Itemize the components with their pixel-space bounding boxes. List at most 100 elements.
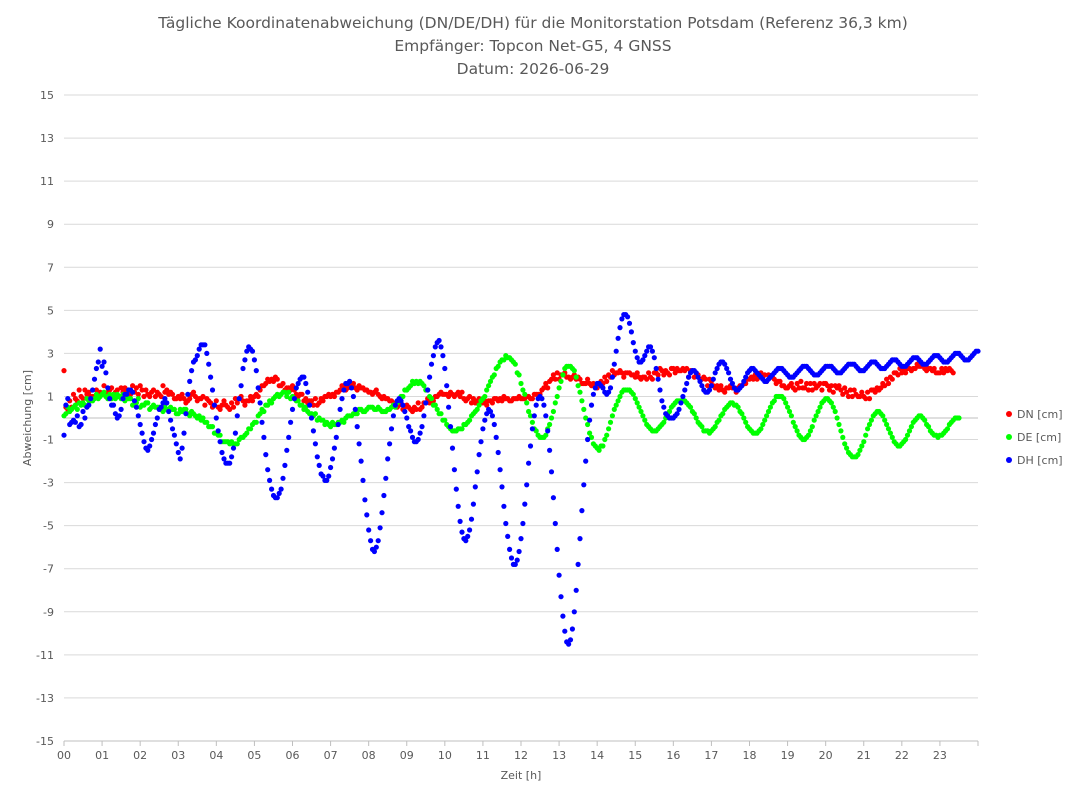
data-point bbox=[200, 415, 206, 421]
data-point bbox=[242, 402, 248, 408]
data-point bbox=[135, 391, 141, 397]
data-point bbox=[609, 413, 616, 419]
data-point bbox=[307, 402, 313, 408]
data-point bbox=[299, 402, 305, 408]
data-point bbox=[107, 396, 113, 402]
data-point bbox=[529, 426, 536, 432]
data-point bbox=[480, 426, 486, 432]
data-point bbox=[587, 430, 593, 436]
x-tick-label: 13 bbox=[552, 749, 566, 762]
data-point bbox=[647, 344, 654, 350]
data-point bbox=[543, 413, 549, 419]
data-point bbox=[74, 413, 80, 419]
data-point bbox=[632, 348, 638, 354]
data-point bbox=[585, 376, 591, 382]
data-point bbox=[634, 370, 640, 376]
data-point bbox=[280, 380, 286, 387]
data-point bbox=[86, 402, 92, 408]
data-point bbox=[164, 387, 170, 393]
data-point bbox=[661, 372, 667, 378]
data-point bbox=[659, 398, 665, 404]
gridlines bbox=[64, 94, 978, 742]
data-point bbox=[82, 415, 88, 421]
data-point bbox=[783, 400, 789, 406]
data-point bbox=[884, 376, 890, 382]
legend: DN [cm] DE [cm] DH [cm] bbox=[1006, 408, 1063, 467]
data-point bbox=[282, 389, 288, 395]
data-point bbox=[903, 436, 909, 443]
data-point bbox=[739, 383, 745, 389]
data-point bbox=[398, 398, 404, 404]
data-point bbox=[347, 378, 353, 384]
data-point bbox=[320, 398, 326, 404]
data-point bbox=[265, 402, 271, 408]
data-point bbox=[286, 389, 292, 395]
data-point bbox=[577, 376, 583, 382]
data-point bbox=[889, 376, 895, 382]
data-point bbox=[642, 353, 648, 359]
data-point bbox=[112, 411, 118, 417]
data-point bbox=[699, 383, 705, 389]
data-point bbox=[863, 432, 869, 438]
data-point bbox=[289, 406, 296, 412]
data-point bbox=[489, 400, 495, 406]
data-point bbox=[885, 380, 892, 387]
x-tick-label: 19 bbox=[781, 749, 795, 762]
data-point bbox=[545, 385, 551, 391]
data-point bbox=[541, 402, 547, 408]
data-point bbox=[826, 387, 833, 393]
data-point bbox=[609, 374, 616, 380]
x-tick-label: 18 bbox=[743, 749, 757, 762]
data-point bbox=[838, 387, 844, 393]
data-point bbox=[169, 426, 176, 432]
data-point bbox=[274, 495, 280, 501]
data-point bbox=[249, 348, 256, 354]
data-point bbox=[508, 555, 515, 561]
data-point bbox=[432, 344, 438, 350]
data-point bbox=[211, 402, 217, 408]
data-point bbox=[278, 486, 284, 492]
data-point bbox=[242, 357, 248, 363]
data-point bbox=[95, 359, 101, 365]
data-point bbox=[183, 411, 189, 417]
data-point bbox=[857, 447, 863, 453]
data-point bbox=[173, 441, 179, 447]
data-point bbox=[482, 417, 488, 423]
data-point bbox=[234, 400, 240, 406]
data-point bbox=[101, 359, 107, 365]
data-point bbox=[716, 387, 722, 393]
data-point bbox=[524, 482, 530, 488]
data-point bbox=[314, 454, 320, 460]
data-point bbox=[65, 396, 71, 402]
data-point bbox=[88, 396, 94, 402]
data-point bbox=[408, 428, 414, 434]
data-point bbox=[526, 460, 532, 466]
y-tick-label: 9 bbox=[47, 218, 54, 231]
data-point bbox=[750, 376, 756, 382]
data-point bbox=[459, 529, 465, 535]
data-point bbox=[693, 370, 699, 376]
data-point bbox=[522, 501, 528, 507]
data-point bbox=[74, 406, 80, 412]
data-point bbox=[423, 400, 429, 406]
x-tick-label: 07 bbox=[324, 749, 338, 762]
data-point bbox=[310, 428, 316, 434]
data-point bbox=[381, 492, 387, 499]
data-point bbox=[476, 402, 482, 408]
data-point bbox=[596, 447, 602, 453]
data-point bbox=[866, 421, 873, 428]
data-point bbox=[830, 389, 836, 395]
data-point bbox=[404, 415, 410, 421]
data-point bbox=[527, 443, 534, 449]
data-point bbox=[137, 383, 143, 389]
data-point bbox=[607, 419, 614, 425]
data-point bbox=[78, 421, 84, 428]
data-point bbox=[590, 391, 597, 397]
data-point bbox=[221, 398, 227, 404]
data-point bbox=[499, 398, 505, 404]
data-point bbox=[587, 417, 593, 423]
data-point bbox=[865, 389, 871, 395]
data-point bbox=[390, 413, 396, 419]
data-point bbox=[729, 380, 736, 387]
data-point bbox=[649, 348, 656, 354]
